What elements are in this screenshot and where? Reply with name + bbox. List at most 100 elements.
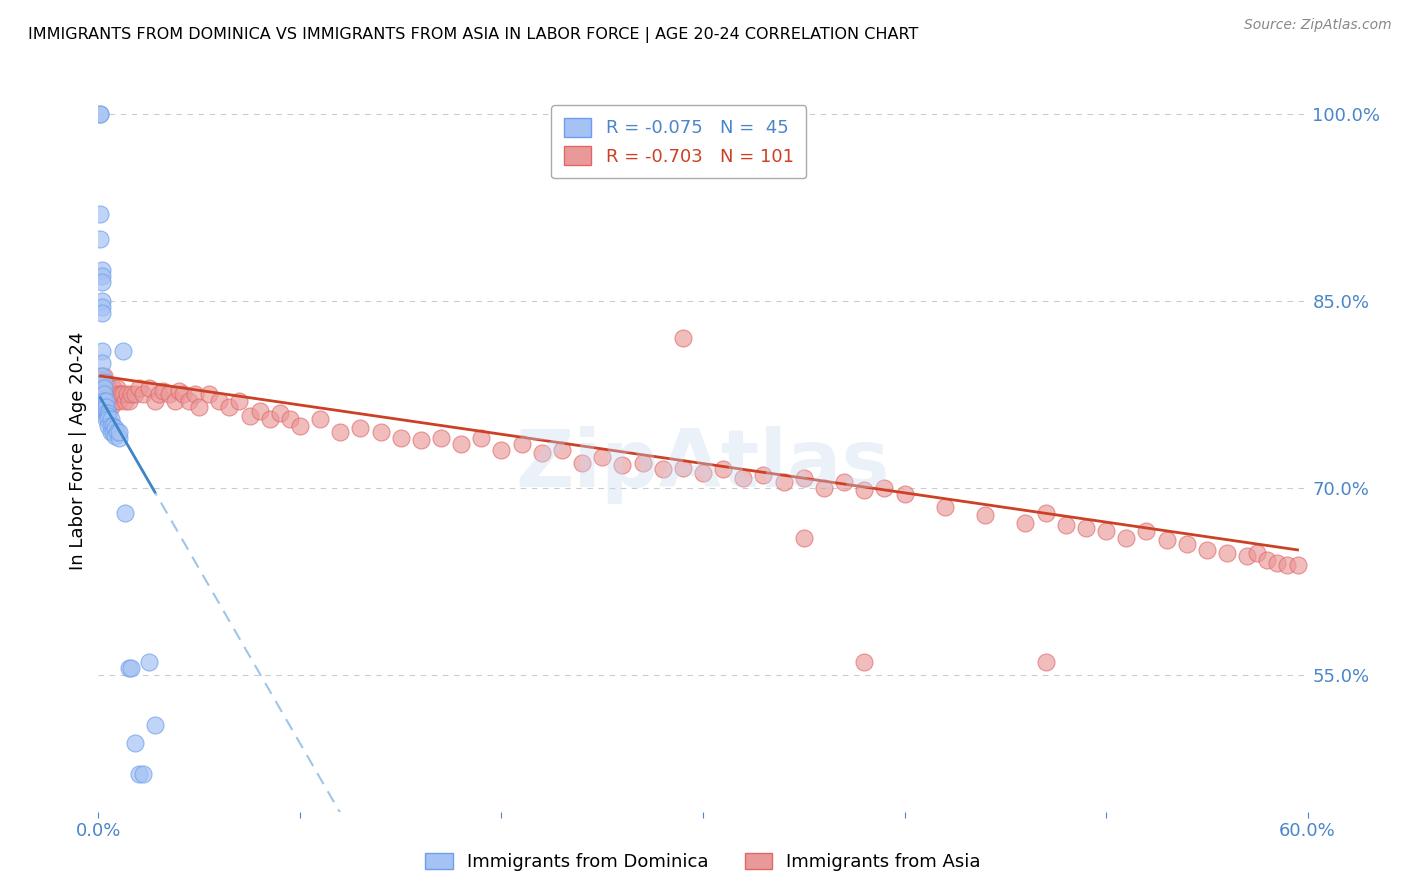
- Point: [218, 400, 240, 414]
- Point: [107, 425, 129, 439]
- Point: [100, 387, 122, 401]
- Point: [114, 393, 136, 408]
- Point: [1256, 553, 1278, 567]
- Point: [100, 418, 122, 433]
- Point: [107, 387, 129, 401]
- Point: [91, 343, 114, 358]
- Point: [278, 412, 301, 426]
- Point: [832, 475, 855, 489]
- Point: [107, 393, 129, 408]
- Point: [96, 400, 118, 414]
- Point: [530, 446, 553, 460]
- Legend: Immigrants from Dominica, Immigrants from Asia: Immigrants from Dominica, Immigrants fro…: [418, 846, 988, 879]
- Point: [793, 471, 815, 485]
- Point: [672, 331, 695, 345]
- Point: [1095, 524, 1118, 539]
- Point: [107, 431, 129, 445]
- Point: [228, 393, 250, 408]
- Point: [269, 406, 291, 420]
- Point: [329, 425, 352, 439]
- Point: [551, 443, 574, 458]
- Point: [893, 487, 915, 501]
- Point: [101, 381, 124, 395]
- Point: [91, 356, 114, 370]
- Point: [692, 466, 714, 480]
- Point: [167, 384, 190, 398]
- Point: [1035, 655, 1057, 669]
- Point: [138, 655, 160, 669]
- Point: [430, 431, 453, 445]
- Point: [1236, 549, 1258, 564]
- Point: [389, 431, 412, 445]
- Point: [124, 736, 146, 750]
- Point: [711, 462, 734, 476]
- Point: [239, 409, 262, 423]
- Point: [103, 421, 125, 435]
- Point: [120, 387, 142, 401]
- Point: [96, 393, 118, 408]
- Point: [163, 393, 186, 408]
- Point: [772, 475, 794, 489]
- Point: [91, 368, 114, 383]
- Legend: R = -0.075   N =  45, R = -0.703   N = 101: R = -0.075 N = 45, R = -0.703 N = 101: [551, 105, 806, 178]
- Point: [188, 400, 211, 414]
- Point: [470, 431, 492, 445]
- Point: [91, 387, 114, 401]
- Point: [873, 481, 896, 495]
- Point: [974, 508, 997, 523]
- Point: [510, 437, 533, 451]
- Point: [89, 368, 111, 383]
- Point: [103, 393, 125, 408]
- Point: [118, 393, 141, 408]
- Point: [91, 262, 114, 277]
- Point: [450, 437, 472, 451]
- Point: [101, 425, 124, 439]
- Point: [93, 381, 115, 395]
- Point: [349, 421, 371, 435]
- Text: Source: ZipAtlas.com: Source: ZipAtlas.com: [1244, 18, 1392, 32]
- Point: [118, 661, 141, 675]
- Point: [97, 381, 120, 395]
- Point: [1074, 521, 1097, 535]
- Point: [89, 207, 111, 221]
- Text: ZipAtlas: ZipAtlas: [516, 425, 890, 504]
- Point: [91, 375, 114, 389]
- Point: [1195, 543, 1218, 558]
- Point: [1277, 558, 1299, 572]
- Point: [97, 409, 120, 423]
- Point: [93, 400, 115, 414]
- Point: [97, 406, 120, 420]
- Point: [157, 387, 180, 401]
- Point: [96, 375, 118, 389]
- Point: [89, 107, 111, 121]
- Point: [97, 418, 120, 433]
- Point: [101, 418, 124, 433]
- Point: [91, 293, 114, 308]
- Point: [93, 387, 115, 401]
- Point: [1156, 533, 1178, 548]
- Point: [672, 461, 695, 475]
- Point: [132, 387, 155, 401]
- Point: [370, 425, 392, 439]
- Point: [103, 387, 125, 401]
- Point: [124, 387, 146, 401]
- Point: [208, 393, 231, 408]
- Point: [143, 717, 166, 731]
- Point: [100, 425, 122, 439]
- Point: [309, 412, 332, 426]
- Point: [259, 412, 281, 426]
- Point: [612, 458, 634, 473]
- Point: [89, 107, 111, 121]
- Point: [1286, 558, 1309, 572]
- Point: [132, 767, 155, 781]
- Point: [934, 500, 956, 514]
- Point: [591, 450, 613, 464]
- Point: [1054, 518, 1077, 533]
- Point: [1216, 546, 1239, 560]
- Point: [93, 381, 115, 395]
- Point: [793, 531, 815, 545]
- Point: [93, 375, 115, 389]
- Point: [93, 393, 115, 408]
- Point: [1246, 546, 1268, 560]
- Point: [143, 393, 166, 408]
